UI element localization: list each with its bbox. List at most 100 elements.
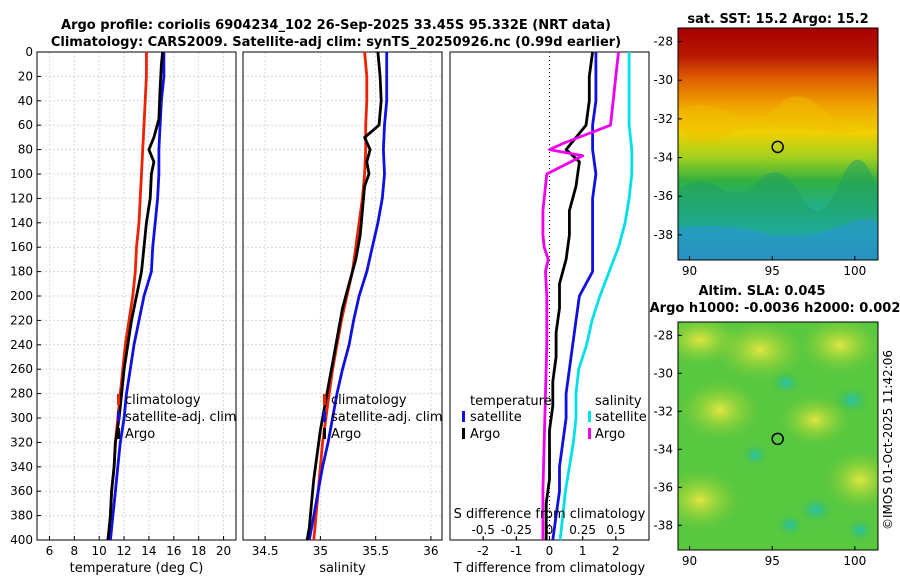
secondary-tick-label: 0.25 bbox=[569, 523, 596, 537]
series-line-t-argo bbox=[544, 51, 594, 540]
map-x-tick-label: 90 bbox=[682, 264, 697, 278]
sla-map: 90 95 100 -28 -30 -32 -34 -36 -38 bbox=[653, 321, 879, 568]
y-tick-label: 100 bbox=[10, 167, 33, 181]
secondary-tick-label: -0.5 bbox=[471, 523, 494, 537]
y-tick-label: 300 bbox=[10, 411, 33, 425]
map-x-tick-label: 100 bbox=[843, 554, 866, 568]
legend-swatch bbox=[117, 394, 120, 405]
x-tick-label: 18 bbox=[191, 544, 206, 558]
y-tick-label: 260 bbox=[10, 362, 33, 376]
y-tick-label: 220 bbox=[10, 313, 33, 327]
map-y-tick-label: -34 bbox=[653, 151, 673, 165]
map-y-tick-label: -38 bbox=[653, 518, 673, 532]
map-y-tick-label: -34 bbox=[653, 442, 673, 456]
x-tick-label: 1 bbox=[579, 544, 587, 558]
legend-label: satellite bbox=[595, 410, 647, 425]
legend-swatch bbox=[462, 428, 465, 439]
legend-label: Argo bbox=[595, 427, 625, 442]
y-tick-label: 140 bbox=[10, 216, 33, 230]
timestamp-stamp: ©IMOS 01-Oct-2025 11:42:06 bbox=[881, 350, 895, 530]
profile-location-marker bbox=[771, 140, 784, 154]
x-tick-label: 34.5 bbox=[252, 544, 279, 558]
y-tick-label: 400 bbox=[10, 533, 33, 547]
secondary-tick-label: -0.25 bbox=[501, 523, 532, 537]
sst-warm-band bbox=[678, 96, 878, 143]
legend-title-salinity: salinity bbox=[595, 394, 642, 409]
x-tick-label: 12 bbox=[116, 544, 131, 558]
sst-map: 90 95 100 -28 -30 -32 -34 -36 -38 bbox=[653, 27, 879, 278]
x-tick-label: 2 bbox=[612, 544, 620, 558]
panel-frame bbox=[242, 51, 443, 541]
y-tick-label: 0 bbox=[25, 45, 33, 59]
x-tick-label: 35 bbox=[313, 544, 328, 558]
map-x-tick-label: 95 bbox=[765, 554, 780, 568]
legend-label: satellite-adj. clim bbox=[331, 410, 443, 425]
y-tick-label: 320 bbox=[10, 435, 33, 449]
x-tick-label: -1 bbox=[510, 544, 522, 558]
sst-map-title: sat. SST: 15.2 Argo: 15.2 bbox=[687, 12, 868, 27]
map-x-tick-label: 100 bbox=[843, 264, 866, 278]
map-y-tick-label: -32 bbox=[653, 112, 673, 126]
x-axis-label: T difference from climatology bbox=[453, 561, 646, 576]
map-y-tick-label: -28 bbox=[653, 35, 673, 49]
sst-map-frame bbox=[677, 27, 879, 261]
y-tick-label: 160 bbox=[10, 240, 33, 254]
y-tick-label: 60 bbox=[18, 118, 33, 132]
sst-blue-band bbox=[678, 219, 878, 260]
x-tick-label: 6 bbox=[46, 544, 54, 558]
y-tick-label: 80 bbox=[18, 143, 33, 157]
map-y-tick-label: -30 bbox=[653, 73, 673, 87]
main-title-line1: Argo profile: coriolis 6904234_102 26-Se… bbox=[61, 18, 611, 33]
y-tick-label: 200 bbox=[10, 289, 33, 303]
map-y-tick-label: -32 bbox=[653, 404, 673, 418]
main-title-line2: Climatology: CARS2009. Satellite-adj cli… bbox=[51, 35, 621, 50]
secondary-tick-label: 0.5 bbox=[606, 523, 625, 537]
x-axis-label: temperature (deg C) bbox=[70, 561, 204, 576]
legend-label: satellite bbox=[470, 410, 522, 425]
profile-location-marker bbox=[771, 432, 784, 446]
secondary-tick-label: 0 bbox=[546, 523, 554, 537]
map-y-tick-label: -28 bbox=[653, 328, 673, 342]
y-tick-label: 380 bbox=[10, 509, 33, 523]
legend-label: Argo bbox=[125, 427, 155, 442]
difference-panel: -2 -1 0 1 2 T difference from climatology temp… bbox=[449, 51, 650, 576]
series-line-s-argo bbox=[541, 51, 620, 540]
legend-swatch bbox=[323, 428, 326, 439]
map-x-tick-label: 95 bbox=[765, 264, 780, 278]
x-tick-label: 8 bbox=[70, 544, 78, 558]
y-tick-label: 40 bbox=[18, 94, 33, 108]
x-tick-label: 36 bbox=[423, 544, 438, 558]
map-y-tick-label: -36 bbox=[653, 480, 673, 494]
series-line-satellite-adj-clim bbox=[307, 52, 389, 541]
sla-map-subtitle: Argo h1000: -0.0036 h2000: 0.002 bbox=[650, 301, 900, 316]
y-tick-label: 20 bbox=[18, 69, 33, 83]
y-tick-label: 340 bbox=[10, 460, 33, 474]
y-tick-label: 180 bbox=[10, 265, 33, 279]
temperature-panel: 0 20 40 60 80 100 120 140 160 180 200 220 240 260 280 3… bbox=[10, 45, 237, 576]
legend-swatch bbox=[588, 428, 591, 439]
salinity-panel: 34.5 35 35.5 36 salinity climatology satellite… bbox=[242, 51, 443, 576]
x-tick-label: 16 bbox=[166, 544, 181, 558]
map-y-tick-label: -38 bbox=[653, 228, 673, 242]
legend-label: climatology bbox=[331, 393, 407, 408]
x-tick-label: 35.5 bbox=[362, 544, 389, 558]
sla-map-frame bbox=[677, 321, 879, 551]
series-line-argo bbox=[106, 51, 164, 541]
legend-swatch bbox=[117, 411, 120, 422]
legend-label: Argo bbox=[331, 427, 361, 442]
map-x-tick-label: 90 bbox=[682, 554, 697, 568]
y-tick-label: 360 bbox=[10, 484, 33, 498]
legend-label: Argo bbox=[470, 427, 500, 442]
legend-swatch bbox=[323, 411, 326, 422]
y-tick-label: 120 bbox=[10, 191, 33, 205]
legend-label: climatology bbox=[125, 393, 201, 408]
x-axis-label: salinity bbox=[319, 561, 366, 576]
secondary-axis-label: S difference from climatology bbox=[454, 507, 646, 522]
map-y-tick-label: -36 bbox=[653, 189, 673, 203]
y-tick-label: 240 bbox=[10, 338, 33, 352]
y-tick-label: 280 bbox=[10, 387, 33, 401]
x-tick-label: -2 bbox=[477, 544, 489, 558]
legend-swatch bbox=[588, 411, 591, 422]
legend-swatch bbox=[117, 428, 120, 439]
